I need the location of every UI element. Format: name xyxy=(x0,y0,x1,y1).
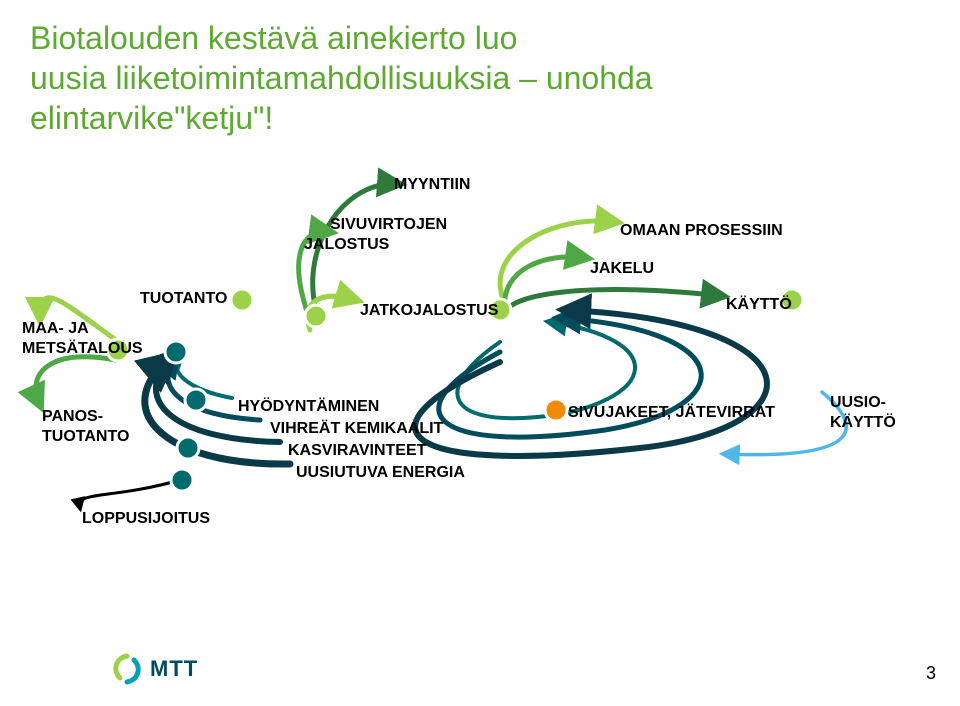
label-panos1: PANOS- xyxy=(42,408,103,426)
label-panos2: TUOTANTO xyxy=(42,428,129,446)
node-d_mid1 xyxy=(305,305,327,327)
node-d_left3 xyxy=(177,437,199,459)
label-kasviravinteet: KASVIRAVINTEET xyxy=(288,442,426,460)
page-number: 3 xyxy=(926,663,936,684)
curve-c_panos xyxy=(36,357,116,405)
label-uusiutuva: UUSIUTUVA ENERGIA xyxy=(296,464,465,482)
label-maaja: MAA- JA xyxy=(22,320,89,338)
label-jalostus: JALOSTUS xyxy=(304,236,389,254)
label-kaytto: KÄYTTÖ xyxy=(726,296,792,314)
label-uusio1: UUSIO- xyxy=(830,394,886,412)
label-metsatalous: METSÄTALOUS xyxy=(22,340,143,358)
label-vihreat: VIHREÄT KEMIKAALIT xyxy=(270,420,443,438)
logo-text: MTT xyxy=(150,656,198,682)
label-loppusijoitus: LOPPUSIJOITUS xyxy=(82,510,210,528)
flow-diagram xyxy=(0,0,960,706)
node-d_tuotanto xyxy=(231,289,253,311)
label-hyodyntaminen: HYÖDYNTÄMINEN xyxy=(238,398,379,416)
label-tuotanto: TUOTANTO xyxy=(140,290,227,308)
node-d_orange xyxy=(545,399,567,421)
node-d_left4 xyxy=(171,469,193,491)
mtt-logo: MTT xyxy=(110,652,198,686)
logo-swirl-icon xyxy=(110,652,144,686)
curve-c_uusio xyxy=(725,392,846,455)
node-d_left2 xyxy=(185,389,207,411)
curve-c_loppu xyxy=(80,480,180,508)
label-uusio2: KÄYTTÖ xyxy=(830,414,896,432)
node-d_left1 xyxy=(165,341,187,363)
label-myyntiin: MYYNTIIN xyxy=(394,176,470,194)
label-sivuvirtojen: SIVUVIRTOJEN xyxy=(330,216,447,234)
label-jatkojalostus: JATKOJALOSTUS xyxy=(360,302,498,320)
label-sivujakeet: SIVUJAKEET, JÄTEVIRRAT xyxy=(568,404,775,422)
label-omaan: OMAAN PROSESSIIN xyxy=(620,222,783,240)
label-jakelu: JAKELU xyxy=(590,260,654,278)
